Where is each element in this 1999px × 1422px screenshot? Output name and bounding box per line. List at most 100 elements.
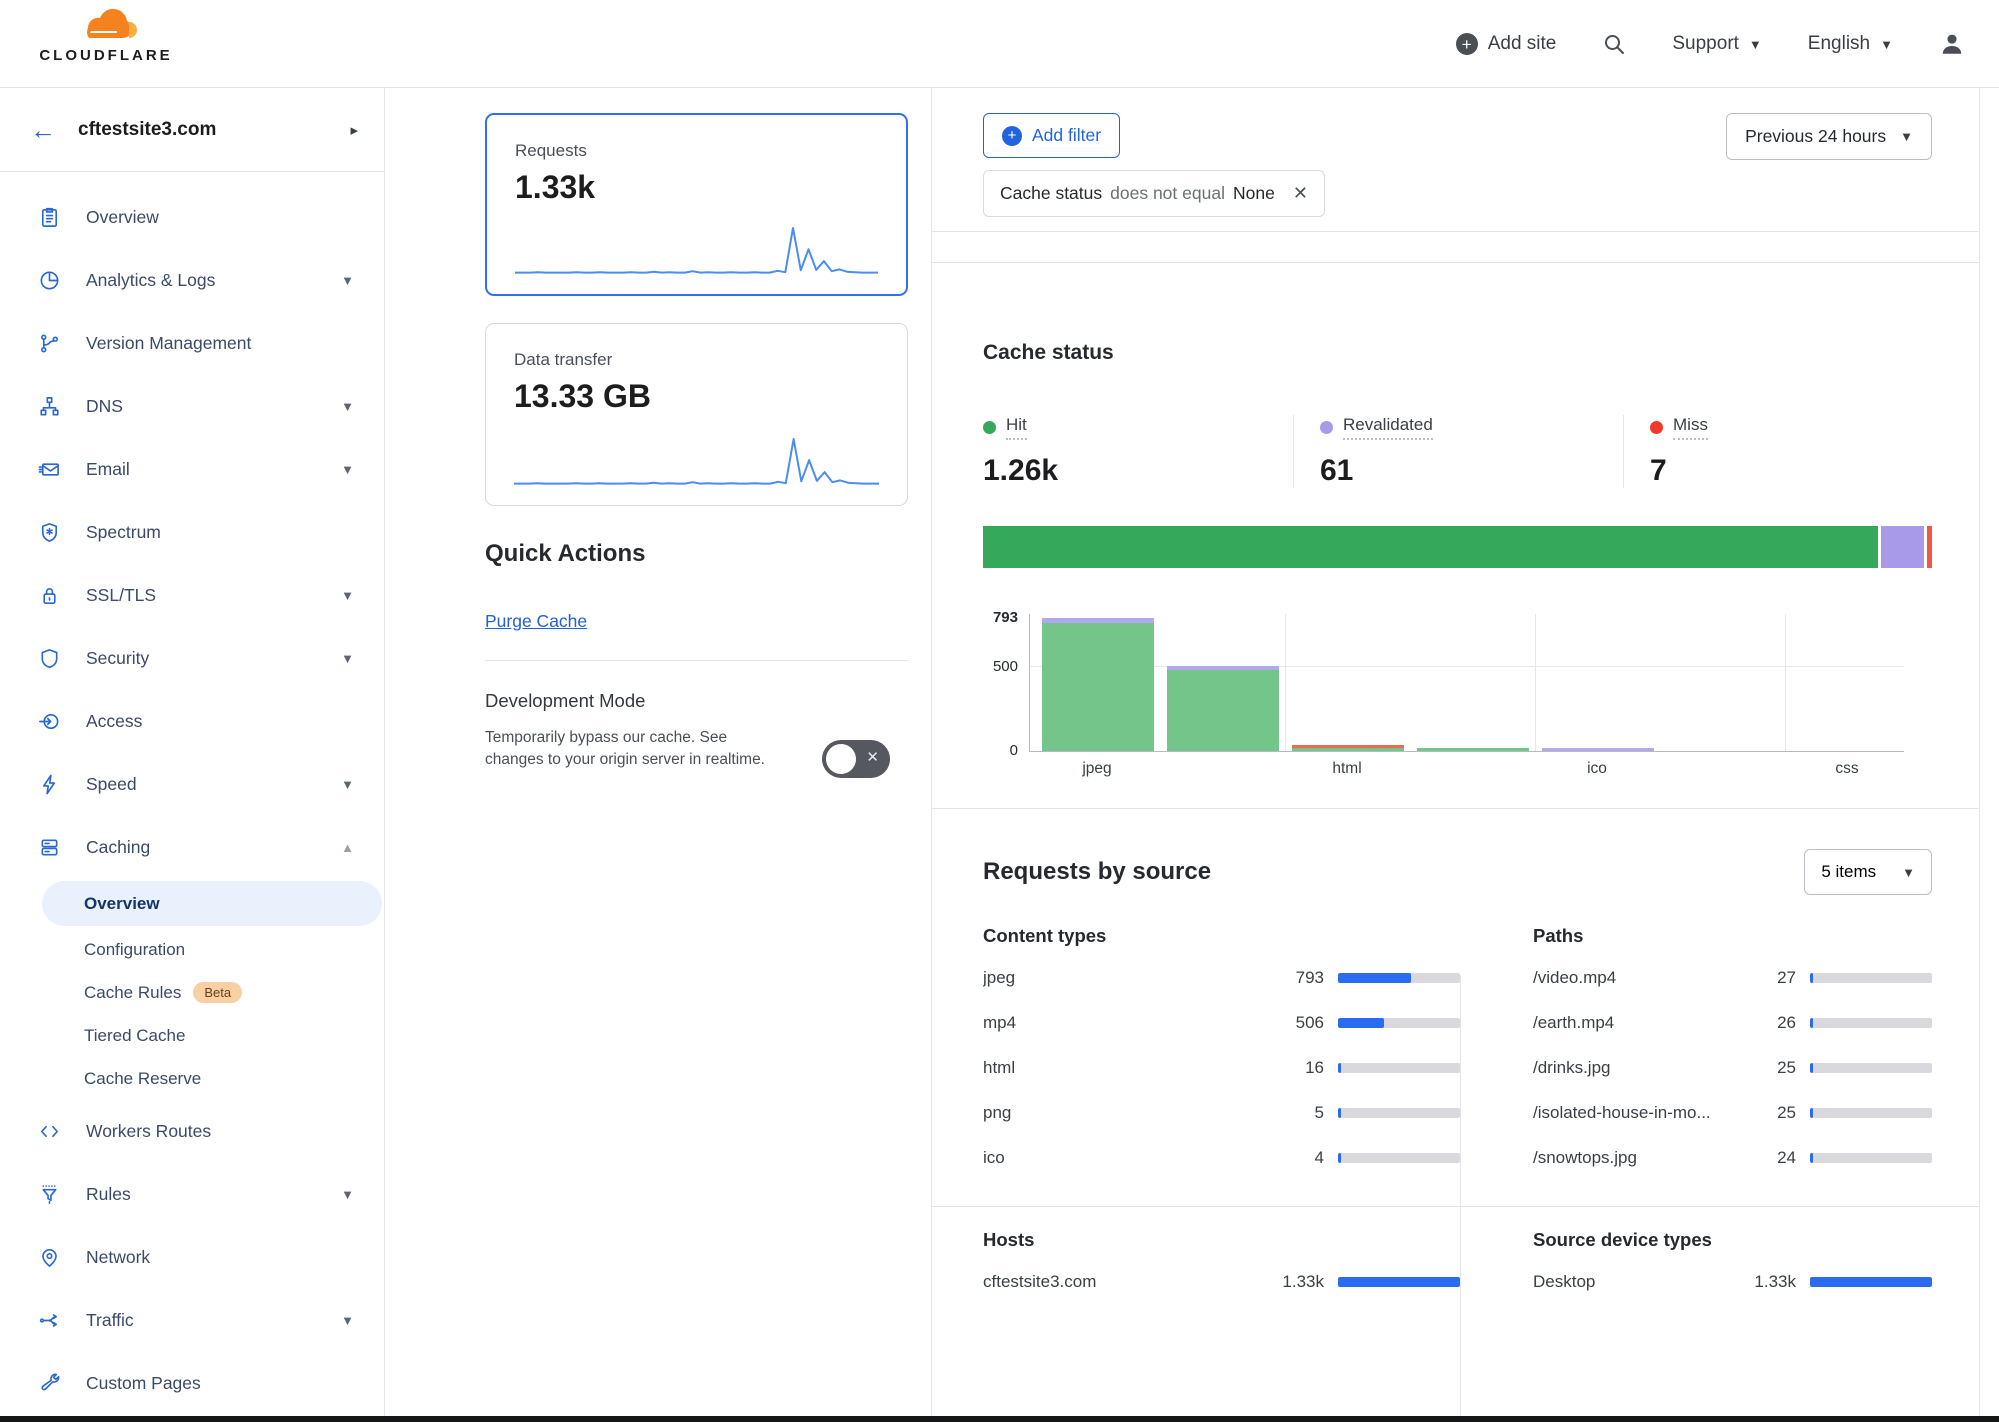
hosts-title: Hosts — [983, 1229, 1035, 1250]
sidebar-subitem-cache-reserve[interactable]: Cache Reserve — [84, 1068, 202, 1088]
sidebar-item-traffic[interactable]: Traffic ▼ — [0, 1289, 384, 1352]
purge-cache-link[interactable]: Purge Cache — [485, 611, 588, 631]
sidebar-item-analytics-logs[interactable]: Analytics & Logs ▼ — [0, 249, 384, 312]
bar-segment-hit — [1167, 670, 1279, 751]
sidebar-item-custom-pages[interactable]: Custom Pages — [0, 1352, 384, 1415]
sidebar-subitem-configuration[interactable]: Configuration — [84, 939, 186, 959]
add-filter-button[interactable]: + Add filter — [983, 113, 1121, 158]
data-transfer-sparkline-chart — [514, 437, 879, 487]
sidebar-item-version-management[interactable]: Version Management — [0, 312, 384, 375]
sidebar-item-access[interactable]: Access — [0, 690, 384, 753]
requests-by-source-header: Requests by source 5 items ▼ — [983, 849, 1932, 895]
paths-column: Paths /video.mp4 27/earth.mp4 26/drinks.jp… — [1460, 895, 1932, 1180]
bar-html — [1292, 745, 1404, 751]
chevron-down-icon: ▼ — [1880, 36, 1893, 52]
sidebar-item-spectrum[interactable]: Spectrum — [0, 501, 384, 564]
data-transfer-card-label: Data transfer — [514, 350, 613, 369]
sidebar-item-ssl-tls[interactable]: SSL/TLS ▼ — [0, 564, 384, 627]
requests-card-value: 1.33k — [515, 169, 596, 205]
close-icon[interactable]: ✕ — [1292, 183, 1308, 203]
support-menu[interactable]: Support ▼ — [1672, 33, 1761, 55]
list-item: /video.mp4 27 — [1533, 955, 1932, 1000]
chevron-down-icon: ▼ — [341, 1313, 354, 1328]
sidebar-item-security[interactable]: Security ▼ — [0, 627, 384, 690]
search-button[interactable] — [1602, 32, 1626, 56]
list-item-bar — [1338, 1017, 1460, 1028]
requests-by-source-title: Requests by source — [983, 858, 1212, 885]
miss-label[interactable]: Miss — [1673, 415, 1708, 440]
list-item: png 5 — [983, 1090, 1460, 1135]
miss-dot-icon — [1650, 421, 1663, 434]
y-tick-label: 0 — [1009, 742, 1018, 759]
shield-spectrum-icon — [38, 521, 62, 545]
list-item: cftestsite3.com 1.33k — [983, 1259, 1460, 1304]
list-item-value: 25 — [1777, 1102, 1796, 1122]
filter-chip-field: Cache status — [1000, 183, 1103, 203]
list-item-bar — [1338, 972, 1460, 983]
devices-title: Source device types — [1533, 1229, 1712, 1250]
sidebar-item-overview[interactable]: Overview — [0, 186, 384, 249]
stat-miss: Miss 7 — [1623, 415, 1932, 488]
chevron-right-icon[interactable]: ▸ — [350, 121, 358, 139]
bar-segment-revalidated — [1167, 665, 1279, 671]
data-transfer-card[interactable]: Data transfer 13.33 GB — [485, 323, 908, 506]
divider — [932, 262, 1979, 263]
login-arrow-icon — [38, 710, 62, 734]
hit-label[interactable]: Hit — [1006, 415, 1027, 440]
x-tick-label: html — [1332, 760, 1362, 777]
back-arrow-icon[interactable]: ← — [30, 114, 56, 145]
dev-mode-toggle[interactable]: ✕ — [822, 740, 890, 778]
list-item-value: 506 — [1295, 1012, 1324, 1032]
divider — [932, 1206, 1979, 1207]
plus-icon: + — [1002, 125, 1022, 146]
list-item-label: ico — [983, 1147, 1005, 1167]
cloudflare-logo[interactable]: CLOUDFLARE — [26, 4, 186, 64]
dev-mode-title: Development Mode — [485, 690, 646, 711]
x-tick-label: jpeg — [1082, 760, 1112, 777]
sidebar-subitem-caching-overview[interactable]: Overview — [42, 881, 382, 926]
sidebar-subitem-cache-rules[interactable]: Cache Rules Beta — [0, 971, 384, 1014]
list-item-bar — [1810, 1062, 1932, 1073]
bar-segment-hit — [1042, 622, 1154, 751]
sidebar-item-workers-routes[interactable]: Workers Routes — [0, 1100, 384, 1163]
sidebar-item-dns[interactable]: DNS ▼ — [0, 375, 384, 438]
top-header: CLOUDFLARE + Add site Support ▼ English … — [0, 0, 1999, 88]
revalidated-label[interactable]: Revalidated — [1343, 415, 1433, 440]
account-menu[interactable] — [1939, 31, 1965, 57]
sidebar: ← cftestsite3.com ▸ Overview Analytics &… — [0, 88, 385, 1416]
list-item-bar — [1810, 1107, 1932, 1118]
hosts-devices-lists: Hosts cftestsite3.com 1.33k Source device… — [983, 1207, 1932, 1304]
sidebar-item-rules[interactable]: Rules ▼ — [0, 1163, 384, 1226]
chevron-up-icon: ▲ — [341, 840, 354, 855]
stacked-segment-revalidated — [1880, 526, 1925, 568]
source-lists: Content types jpeg 793 mp4 506 html 16 png 5 ico… — [983, 895, 1932, 1180]
sidebar-subitem-tiered-cache[interactable]: Tiered Cache — [84, 1025, 186, 1045]
requests-card[interactable]: Requests 1.33k — [485, 113, 908, 296]
items-count-select[interactable]: 5 items ▼ — [1804, 849, 1932, 895]
sidebar-item-network[interactable]: Network — [0, 1226, 384, 1289]
list-item-bar — [1338, 1276, 1460, 1287]
add-site-label: Add site — [1487, 33, 1557, 54]
cache-status-title: Cache status — [983, 341, 1114, 364]
time-range-select[interactable]: Previous 24 hours ▼ — [1726, 113, 1932, 160]
hit-dot-icon — [983, 421, 996, 434]
chevron-down-icon: ▼ — [1748, 36, 1762, 52]
filter-chip[interactable]: Cache status does not equal None ✕ — [983, 170, 1325, 217]
language-menu[interactable]: English ▼ — [1808, 33, 1893, 55]
site-header: ← cftestsite3.com ▸ — [0, 88, 384, 172]
sidebar-item-caching[interactable]: Caching ▲ — [0, 816, 384, 879]
add-site-button[interactable]: + Add site — [1455, 33, 1557, 55]
wrench-icon — [38, 1372, 62, 1396]
sidebar-item-speed[interactable]: Speed ▼ — [0, 753, 384, 816]
content-types-column: Content types jpeg 793 mp4 506 html 16 png 5 ico… — [983, 895, 1460, 1180]
data-transfer-card-value: 13.33 GB — [514, 378, 651, 414]
list-item: /earth.mp4 26 — [1533, 1000, 1932, 1045]
language-label: English — [1807, 33, 1871, 54]
list-item-bar — [1810, 972, 1932, 983]
bar-segment-hit — [1292, 748, 1404, 751]
sidebar-item-email[interactable]: Email ▼ — [0, 438, 384, 501]
caching-submenu: Overview Configuration Cache Rules Beta … — [0, 881, 384, 1100]
x-tick-label: ico — [1587, 760, 1607, 777]
list-item-value: 1.33k — [1282, 1271, 1324, 1291]
bar-segment-hit — [1417, 748, 1529, 751]
